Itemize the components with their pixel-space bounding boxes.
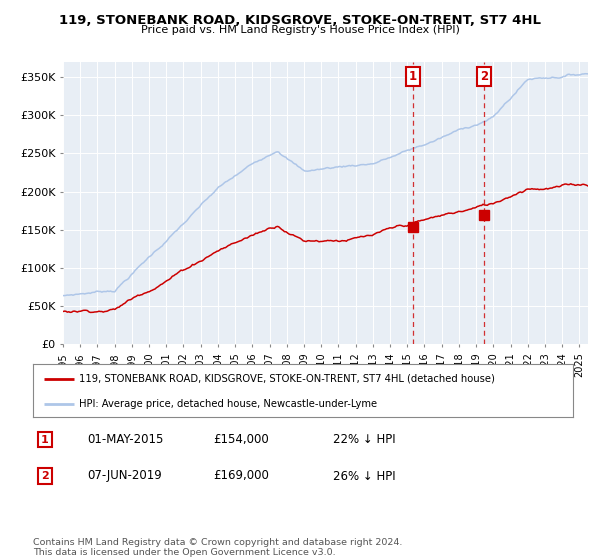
Text: £154,000: £154,000 — [213, 433, 269, 446]
Text: 1: 1 — [41, 435, 49, 445]
Text: 119, STONEBANK ROAD, KIDSGROVE, STOKE-ON-TRENT, ST7 4HL (detached house): 119, STONEBANK ROAD, KIDSGROVE, STOKE-ON… — [79, 374, 495, 384]
Text: 2: 2 — [41, 471, 49, 481]
Text: Contains HM Land Registry data © Crown copyright and database right 2024.
This d: Contains HM Land Registry data © Crown c… — [33, 538, 403, 557]
Text: 22% ↓ HPI: 22% ↓ HPI — [333, 433, 395, 446]
Text: 26% ↓ HPI: 26% ↓ HPI — [333, 469, 395, 483]
Text: 119, STONEBANK ROAD, KIDSGROVE, STOKE-ON-TRENT, ST7 4HL: 119, STONEBANK ROAD, KIDSGROVE, STOKE-ON… — [59, 14, 541, 27]
Text: HPI: Average price, detached house, Newcastle-under-Lyme: HPI: Average price, detached house, Newc… — [79, 399, 377, 409]
Text: 07-JUN-2019: 07-JUN-2019 — [87, 469, 162, 483]
Text: £169,000: £169,000 — [213, 469, 269, 483]
Text: Price paid vs. HM Land Registry's House Price Index (HPI): Price paid vs. HM Land Registry's House … — [140, 25, 460, 35]
Text: 1: 1 — [409, 71, 417, 83]
Text: 01-MAY-2015: 01-MAY-2015 — [87, 433, 163, 446]
Text: 2: 2 — [479, 71, 488, 83]
